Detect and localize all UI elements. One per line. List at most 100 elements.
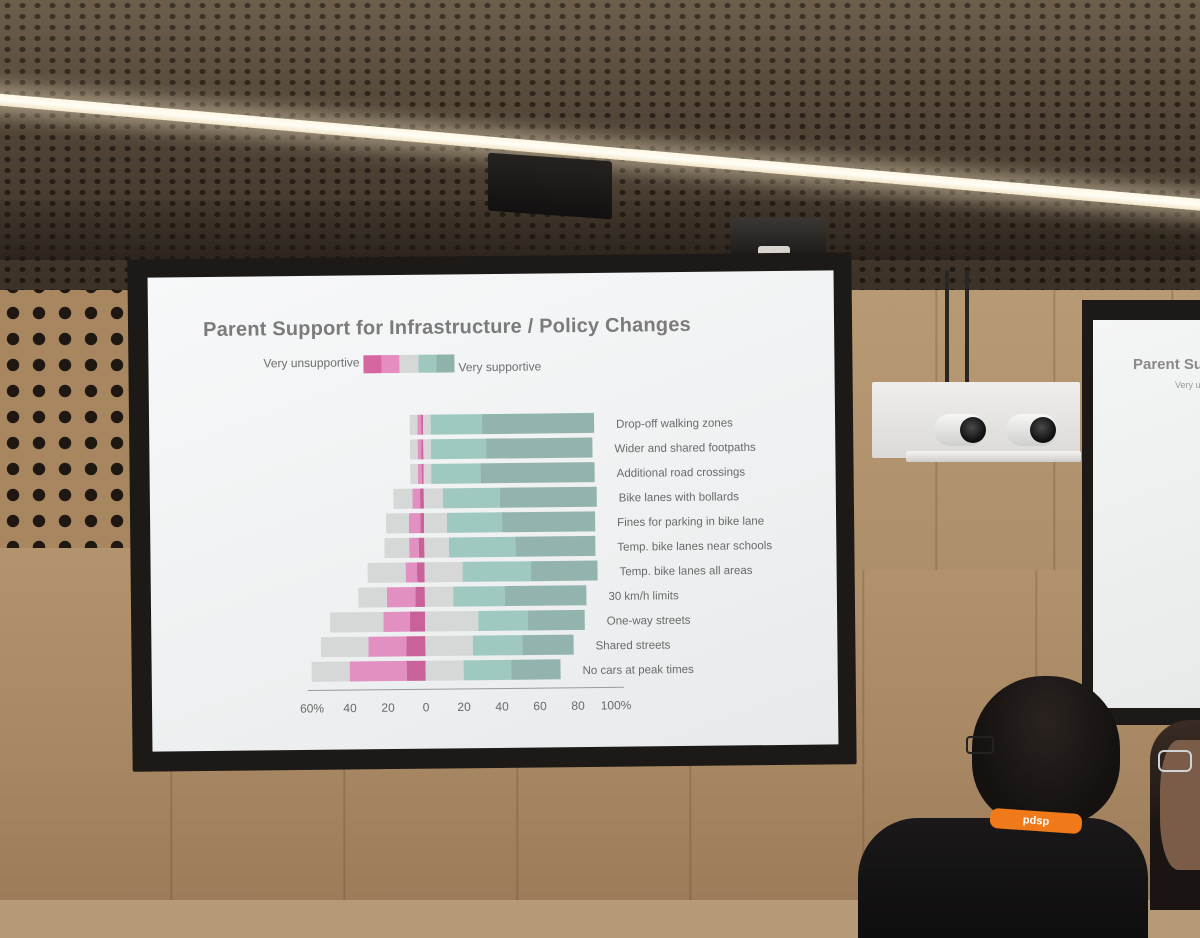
bar-segment	[425, 610, 479, 632]
bar-segment	[421, 414, 424, 435]
category-label: 30 km/h limits	[608, 590, 679, 603]
x-tick-label: 60%	[300, 701, 324, 715]
bar-segment	[330, 611, 384, 633]
bar-segment	[386, 587, 416, 608]
x-tick-label: 20	[457, 700, 471, 714]
x-tick-label: 40	[343, 701, 357, 715]
bar-segment	[423, 439, 432, 460]
camera-mount-rod	[965, 270, 969, 382]
x-tick-label: 60	[533, 699, 547, 713]
category-label: Bike lanes with bollards	[619, 491, 740, 504]
bar-segment	[527, 609, 585, 631]
bar-segment	[367, 562, 406, 583]
bar-segment	[417, 463, 422, 484]
bar-segment	[442, 487, 500, 509]
bar-segment	[424, 561, 463, 583]
bar-segment	[418, 537, 425, 558]
bar-segment	[522, 634, 574, 656]
bar-segment	[425, 660, 464, 681]
camera-lens	[960, 417, 986, 443]
x-tick-label: 0	[423, 700, 430, 714]
bar-segment	[515, 535, 596, 557]
camera-mount-rod	[945, 270, 949, 382]
bar-segment	[430, 438, 487, 460]
bar-segment	[320, 636, 369, 658]
bar-segment	[410, 463, 419, 485]
bar-segment	[417, 439, 422, 460]
bar-segment	[368, 636, 407, 657]
bar-segment	[419, 488, 424, 509]
bar-segment	[423, 463, 432, 484]
bar-segment	[431, 463, 481, 484]
bar-segment	[423, 488, 443, 509]
category-label: Fines for parking in bike lane	[617, 516, 764, 530]
bar-segment	[485, 437, 593, 459]
bar-segment	[412, 488, 421, 509]
bar-segment	[511, 659, 561, 680]
bar-segment	[463, 659, 512, 681]
bar-segment	[417, 414, 422, 435]
category-label: Temp. bike lanes near schools	[617, 540, 772, 554]
bar-segment	[393, 488, 413, 509]
bar-segment	[462, 561, 532, 582]
bar-segment	[409, 439, 418, 460]
x-axis-line	[307, 686, 624, 692]
bar-segment	[478, 610, 528, 631]
secondary-slide-title: Parent Sup	[1133, 356, 1200, 373]
bar-segment	[425, 635, 474, 657]
diverging-stacked-bar-chart: Drop-off walking zones Wider and shared f…	[300, 412, 772, 716]
bar-segment	[311, 661, 350, 682]
bar-segment	[420, 513, 425, 534]
bar-segment	[409, 611, 426, 632]
presentation-slide: Parent Support for Infrastructure / Poli…	[147, 270, 839, 752]
camera-lens	[1030, 417, 1056, 443]
secondary-slide-legend: Very u	[1175, 380, 1200, 390]
bar-segment	[499, 486, 597, 508]
bar-segment	[430, 414, 483, 435]
bar-segment	[408, 513, 421, 534]
bar-segment	[504, 585, 587, 607]
bar-segment	[448, 536, 516, 558]
secondary-slide: Parent Sup Very u	[1093, 320, 1200, 708]
category-label: Additional road crossings	[617, 467, 746, 480]
bar-segment	[349, 660, 407, 682]
category-label: No cars at peak times	[583, 664, 695, 677]
bar-segment	[421, 439, 424, 460]
category-label: One-way streets	[607, 615, 691, 628]
bar-segment	[383, 611, 411, 632]
audience-member-head	[972, 676, 1120, 826]
bar-segment	[424, 537, 450, 558]
bar-segment	[480, 462, 595, 484]
glasses-icon	[966, 736, 994, 754]
bar-segment	[409, 414, 418, 435]
bar-segment	[472, 635, 523, 656]
bar-segment	[358, 587, 388, 608]
category-label: Drop-off walking zones	[616, 417, 733, 430]
bar-segment	[422, 414, 431, 435]
audience-member-2-face	[1160, 740, 1200, 870]
bar-segment	[386, 513, 410, 534]
audience-member-body	[858, 818, 1148, 938]
bar-segment	[416, 562, 425, 583]
bar-segment	[530, 560, 598, 582]
bar-segment	[424, 586, 454, 607]
perforated-wall-panel	[0, 248, 136, 548]
category-label: Wider and shared footpaths	[614, 442, 756, 455]
bar-segment	[384, 537, 410, 559]
bar-segment	[424, 512, 448, 534]
x-tick-label: 40	[495, 699, 509, 713]
projector-lens	[758, 246, 790, 256]
category-label: Temp. bike lanes all areas	[619, 565, 752, 578]
bar-segment	[481, 412, 595, 435]
bar-segment	[453, 586, 505, 607]
bar-segment	[406, 660, 426, 681]
bar-segment	[405, 562, 418, 583]
x-tick-label: 100%	[601, 698, 632, 712]
x-tick-label: 20	[381, 701, 395, 715]
camera-shelf	[906, 451, 1081, 462]
category-label: Shared streets	[596, 640, 671, 653]
bar-segment	[501, 511, 596, 533]
bar-segment	[409, 537, 419, 558]
bar-segment	[415, 586, 426, 608]
bar-segment	[406, 636, 426, 657]
